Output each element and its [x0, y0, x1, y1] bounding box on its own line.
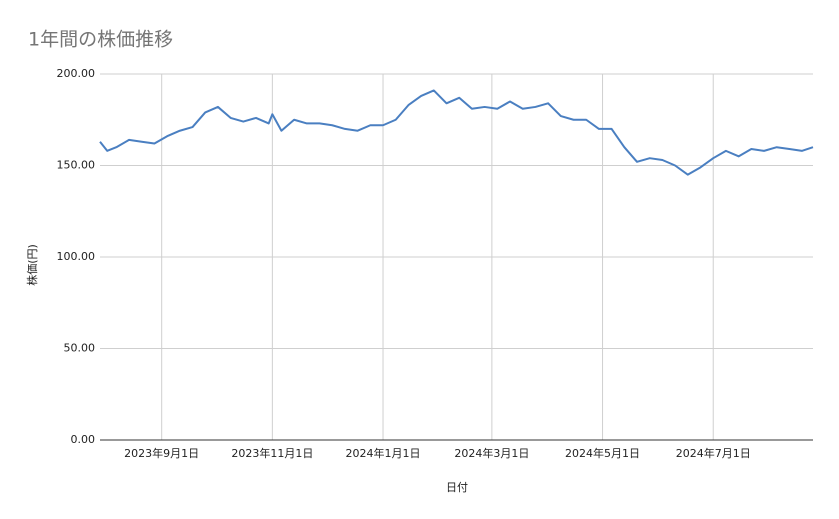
- x-axis-label: 日付: [446, 481, 468, 494]
- y-tick-label: 0.00: [71, 433, 96, 446]
- x-tick-label: 2023年11月1日: [231, 446, 313, 460]
- x-tick-label: 2024年3月1日: [454, 446, 529, 460]
- x-tick-label: 2024年1月1日: [346, 446, 421, 460]
- x-tick-label: 2024年7月1日: [676, 446, 751, 460]
- y-axis-label: 株価(円): [25, 244, 39, 286]
- y-tick-label: 50.00: [64, 342, 96, 355]
- chart-title: 1年間の株価推移: [28, 29, 173, 51]
- x-tick-label: 2023年9月1日: [124, 446, 199, 460]
- y-tick-label: 100.00: [57, 250, 96, 263]
- x-tick-label: 2024年5月1日: [565, 446, 640, 460]
- data-line: [99, 89, 814, 176]
- y-tick-label: 150.00: [57, 159, 96, 172]
- y-tick-label: 200.00: [57, 67, 96, 80]
